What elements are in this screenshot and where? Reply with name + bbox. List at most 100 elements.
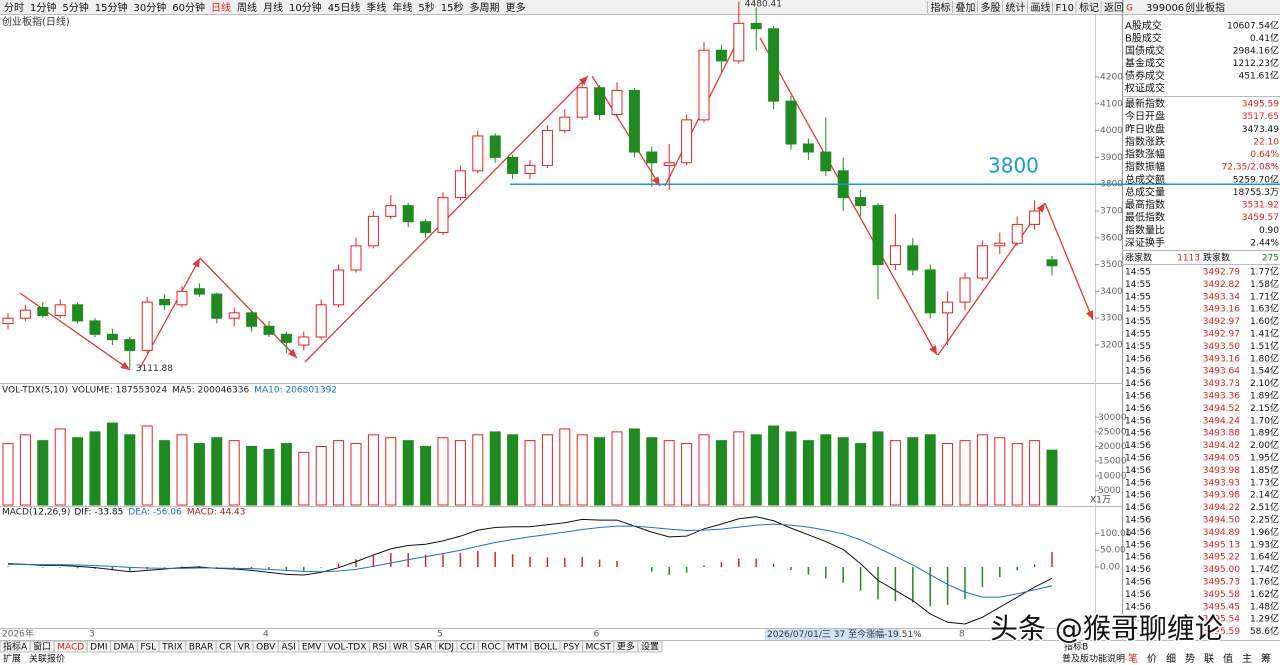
period-button[interactable]: 年线	[392, 1, 412, 14]
indicator-tab[interactable]: 窗口	[33, 641, 51, 653]
period-button[interactable]: 5秒	[418, 1, 434, 14]
indicator-tab[interactable]: CCI	[460, 643, 475, 653]
candle-body	[454, 170, 466, 199]
tool-button[interactable]: F10	[1056, 3, 1074, 14]
tool-button[interactable]: 标记	[1079, 2, 1099, 14]
indicator-tab[interactable]: ASI	[281, 643, 296, 653]
panel-tab[interactable]: 笔	[1128, 652, 1138, 665]
indicator-tab[interactable]: MACD	[57, 643, 84, 653]
cursor-label: 2026/07/01/三 37 至今涨幅-19.51%	[767, 628, 922, 640]
period-button[interactable]: 30分钟	[133, 1, 166, 14]
tool-button[interactable]: 统计	[1006, 1, 1026, 14]
indicator-tab[interactable]: FSL	[140, 643, 156, 653]
indicator-tab[interactable]: ROC	[481, 643, 501, 653]
period-button[interactable]: 日线	[211, 1, 231, 14]
period-button[interactable]: 1分钟	[30, 1, 56, 14]
indicator-tab[interactable]: 设置	[641, 642, 659, 653]
indicator-b[interactable]: 指标B	[1064, 641, 1088, 653]
candle-body	[280, 333, 292, 343]
stat-label: 债券成交	[1125, 69, 1165, 82]
tool-button[interactable]: 指标	[931, 1, 951, 14]
period-button[interactable]: 45日线	[328, 1, 361, 14]
tick-time: 14:56	[1125, 565, 1151, 575]
tick-time: 14:56	[1125, 404, 1151, 414]
tick-volume: 1.80亿	[1250, 352, 1279, 364]
panel-tab[interactable]: 值	[1223, 652, 1233, 665]
indicator-tab[interactable]: BOLL	[534, 643, 557, 653]
level-label: 3800	[988, 154, 1039, 178]
panel-tab[interactable]: 筹	[1261, 652, 1271, 665]
volume-bar	[176, 434, 188, 506]
period-button[interactable]: 10分钟	[289, 1, 322, 14]
indicator-tab[interactable]: MTM	[507, 643, 528, 653]
volume-bar	[280, 443, 292, 506]
indicator-tab[interactable]: RSI	[372, 643, 387, 653]
indicator-tab[interactable]: CR	[219, 643, 232, 653]
period-button[interactable]: 15秒	[441, 1, 464, 14]
stat-label: 指数量比	[1125, 223, 1165, 236]
period-button[interactable]: 季线	[366, 1, 386, 14]
quote-code: 399006	[1146, 3, 1184, 14]
tool-button[interactable]: 画线	[1031, 1, 1051, 14]
indicator-tab[interactable]: MCST	[586, 643, 612, 653]
period-button[interactable]: 周线	[237, 1, 257, 14]
tool-button[interactable]: 多股	[981, 1, 1001, 14]
indicator-tab[interactable]: PSY	[563, 643, 580, 653]
volume-bar	[924, 434, 936, 506]
tick-volume: 1.54亿	[1250, 365, 1279, 377]
indicator-tab[interactable]: WR	[393, 643, 408, 653]
tick-time: 14:56	[1125, 491, 1151, 501]
volume-bar	[124, 434, 136, 506]
indicator-tab[interactable]: 指标A	[3, 641, 28, 653]
help-link[interactable]: 普及版功能说明	[1062, 653, 1125, 665]
count: 1113	[1177, 254, 1200, 264]
candle-body	[733, 22, 745, 62]
period-button[interactable]: 多周期	[470, 1, 500, 14]
volume-bar	[402, 440, 414, 506]
indicator-tab[interactable]: TRIX	[161, 643, 183, 653]
extra-tab[interactable]: 关联报价	[29, 653, 65, 665]
volume-bar	[72, 437, 84, 506]
indicator-tab[interactable]: SAR	[414, 643, 432, 653]
tool-button[interactable]: 返回	[1104, 2, 1124, 14]
indicator-tab[interactable]: KDJ	[438, 643, 454, 653]
panel-tab[interactable]: 细	[1166, 652, 1176, 665]
y-tick-label: 10000	[1098, 471, 1127, 481]
tick-price: 3492.97	[1203, 330, 1240, 340]
indicator-tab[interactable]: EMV	[302, 643, 322, 653]
tick-time: 14:56	[1125, 578, 1151, 588]
indicator-tab[interactable]: DMA	[114, 643, 136, 653]
x-tick-label: 3	[89, 630, 95, 640]
indicator-tab[interactable]: DMI	[90, 643, 107, 653]
volume-bar	[385, 437, 397, 506]
panel-tab[interactable]: 价	[1147, 653, 1157, 665]
tick-volume: 1.58亿	[1250, 278, 1279, 290]
indicator-tab[interactable]: OBV	[256, 643, 276, 653]
trend-line	[19, 292, 131, 371]
panel-tab[interactable]: 主	[1242, 653, 1252, 665]
indicator-tab[interactable]: VR	[238, 643, 250, 653]
indicator-tab[interactable]: 更多	[617, 641, 635, 653]
indicator-tab[interactable]: VOL-TDX	[327, 643, 366, 653]
period-button[interactable]: 更多	[506, 1, 526, 14]
volume-bar	[681, 443, 693, 506]
panel-tab[interactable]: 联	[1204, 653, 1214, 665]
extra-tab[interactable]: 扩展	[3, 653, 21, 665]
period-button[interactable]: 月线	[263, 1, 283, 14]
tool-button[interactable]: 叠加	[956, 2, 976, 14]
x-tick-label: 6	[594, 630, 600, 640]
volume-bar	[489, 431, 501, 506]
period-button[interactable]: 60分钟	[172, 1, 205, 14]
period-button[interactable]: 15分钟	[95, 1, 128, 14]
stat-label: 最新指数	[1125, 97, 1165, 110]
tick-price: 3495.73	[1203, 578, 1240, 588]
period-button[interactable]: 5分钟	[62, 1, 88, 14]
macd-legend: DEA: -56.06	[128, 508, 182, 518]
tick-price: 3493.36	[1203, 392, 1240, 402]
stat-value: 10607.54亿	[1227, 20, 1279, 32]
trend-line	[199, 257, 298, 359]
period-button[interactable]: 分时	[4, 2, 24, 14]
indicator-tab[interactable]: BRAR	[189, 643, 213, 653]
panel-tab[interactable]: 势	[1185, 652, 1195, 665]
x-tick-label: 4	[263, 630, 269, 640]
